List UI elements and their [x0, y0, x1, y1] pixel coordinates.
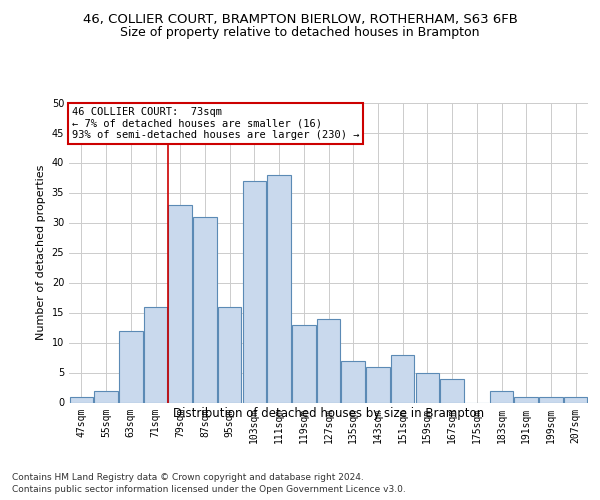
Bar: [119, 330, 143, 402]
Bar: [366, 366, 389, 402]
Bar: [218, 306, 241, 402]
Text: Contains public sector information licensed under the Open Government Licence v3: Contains public sector information licen…: [12, 485, 406, 494]
Bar: [94, 390, 118, 402]
Bar: [391, 354, 415, 403]
Bar: [440, 378, 464, 402]
Bar: [490, 390, 513, 402]
Y-axis label: Number of detached properties: Number of detached properties: [36, 165, 46, 340]
Bar: [317, 318, 340, 402]
Text: Distribution of detached houses by size in Brampton: Distribution of detached houses by size …: [173, 408, 484, 420]
Bar: [169, 204, 192, 402]
Text: Size of property relative to detached houses in Brampton: Size of property relative to detached ho…: [120, 26, 480, 39]
Bar: [416, 372, 439, 402]
Text: 46 COLLIER COURT:  73sqm
← 7% of detached houses are smaller (16)
93% of semi-de: 46 COLLIER COURT: 73sqm ← 7% of detached…: [71, 107, 359, 140]
Bar: [144, 306, 167, 402]
Bar: [268, 174, 291, 402]
Bar: [292, 324, 316, 402]
Bar: [70, 396, 93, 402]
Text: 46, COLLIER COURT, BRAMPTON BIERLOW, ROTHERHAM, S63 6FB: 46, COLLIER COURT, BRAMPTON BIERLOW, ROT…: [83, 12, 517, 26]
Bar: [242, 180, 266, 402]
Bar: [341, 360, 365, 403]
Bar: [539, 396, 563, 402]
Bar: [193, 216, 217, 402]
Text: Contains HM Land Registry data © Crown copyright and database right 2024.: Contains HM Land Registry data © Crown c…: [12, 472, 364, 482]
Bar: [564, 396, 587, 402]
Bar: [514, 396, 538, 402]
